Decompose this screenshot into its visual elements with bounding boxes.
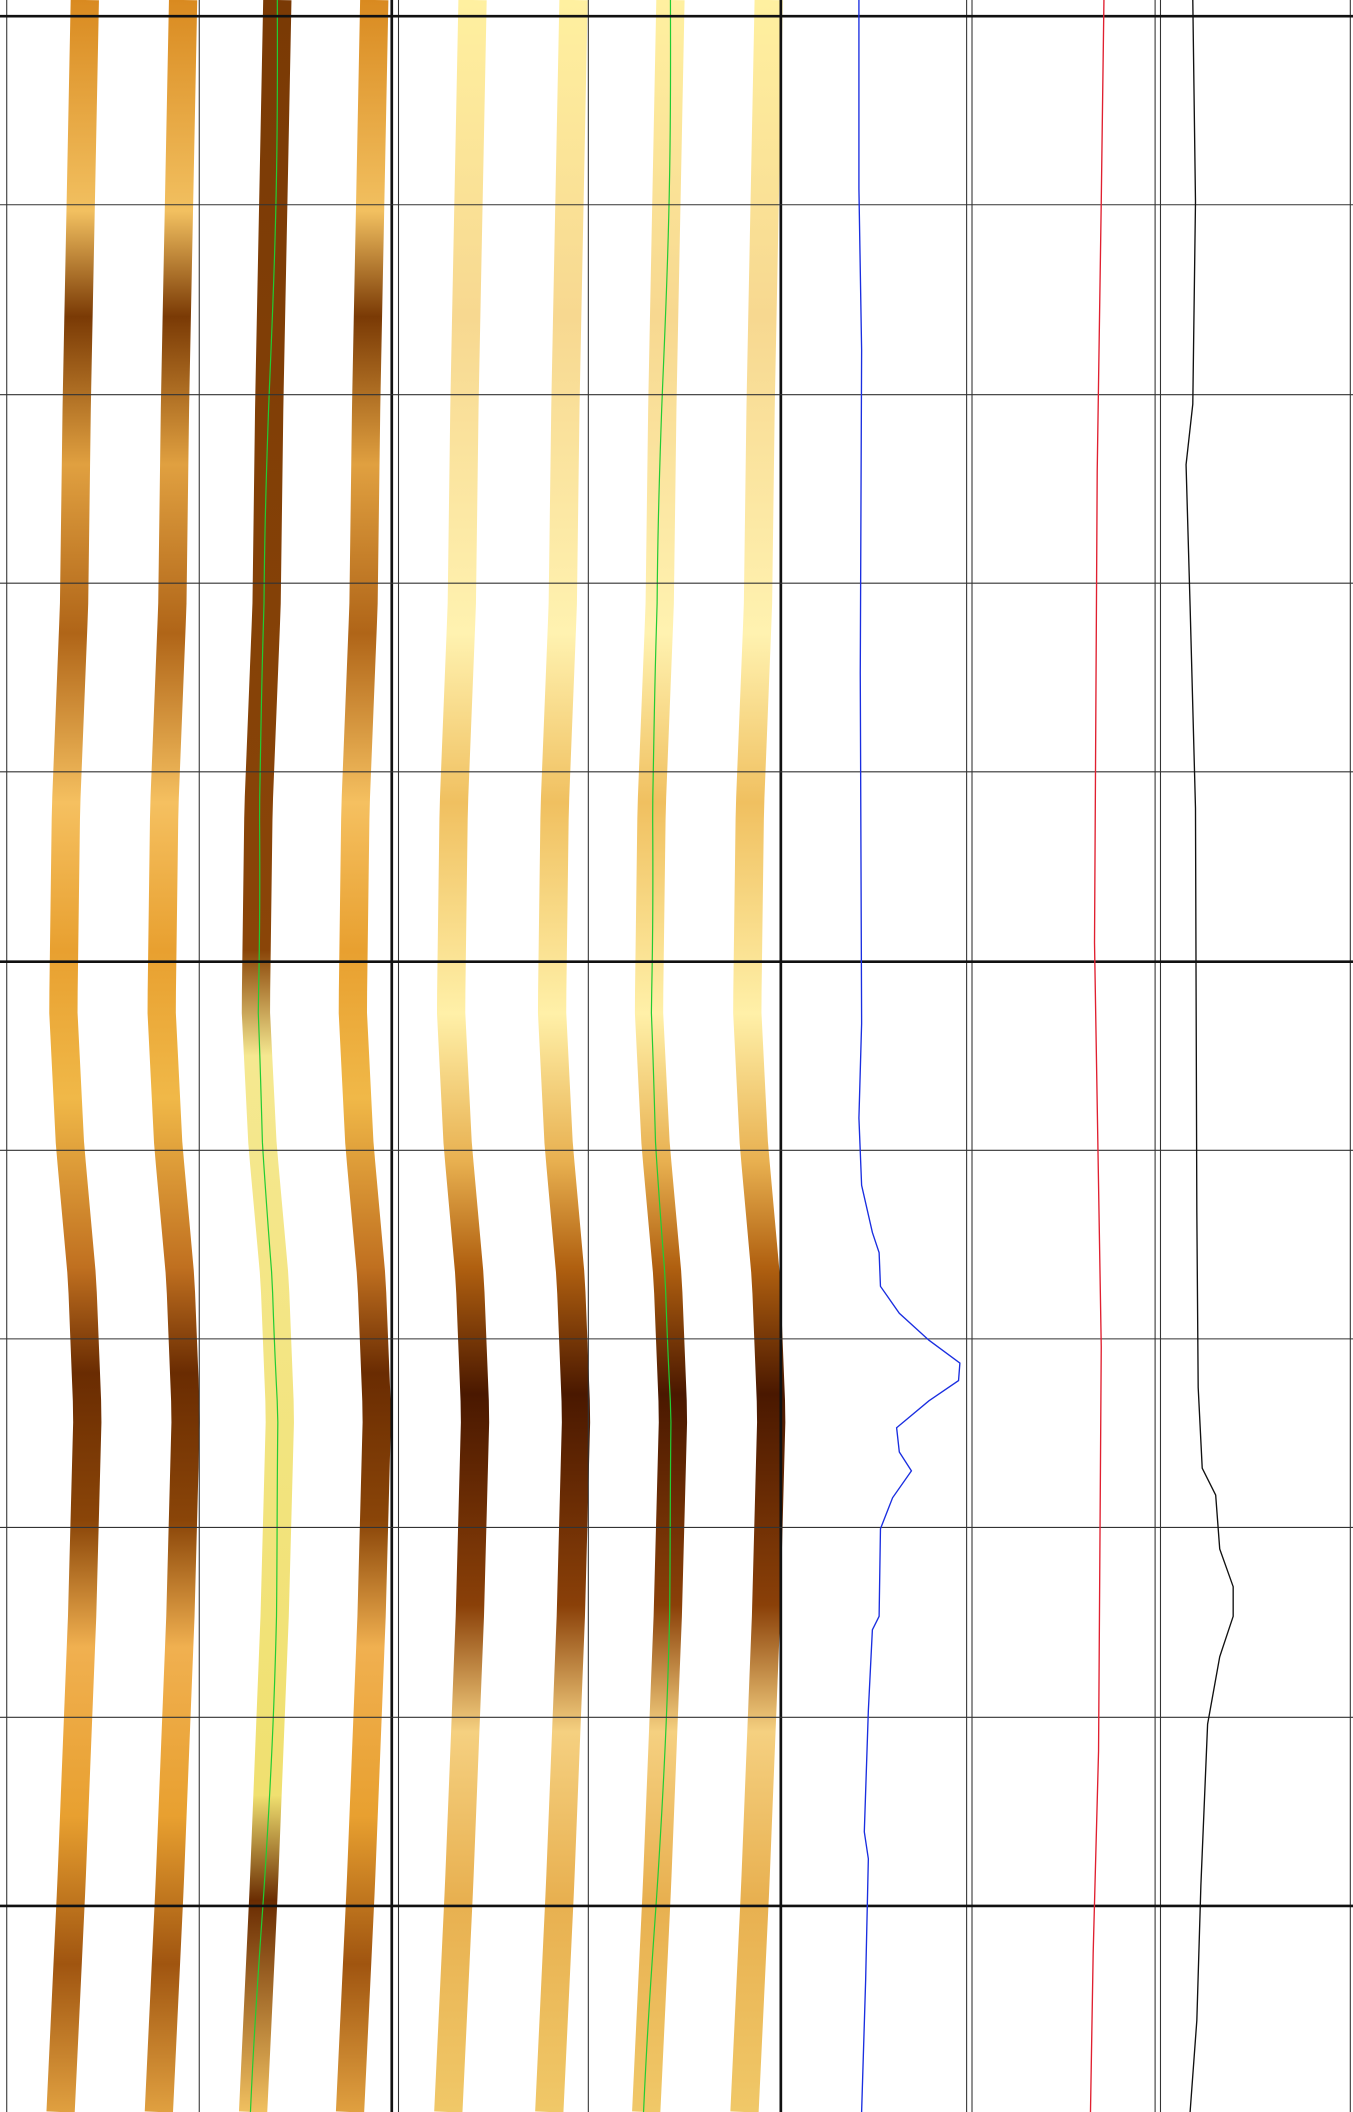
blue-curve (858, 0, 961, 2112)
black-curve (1185, 0, 1234, 2112)
image-strips (46, 0, 786, 2112)
image-strip (238, 0, 294, 2112)
image-strip (730, 0, 786, 2112)
image-strip (46, 0, 102, 2112)
centre-line (642, 0, 672, 2112)
image-strip (335, 0, 391, 2112)
image-strip (144, 0, 200, 2112)
image-strip (535, 0, 591, 2112)
red-curve (1089, 0, 1105, 2112)
centre-line (249, 0, 279, 2112)
image-strip (434, 0, 490, 2112)
image-strip (632, 0, 688, 2112)
